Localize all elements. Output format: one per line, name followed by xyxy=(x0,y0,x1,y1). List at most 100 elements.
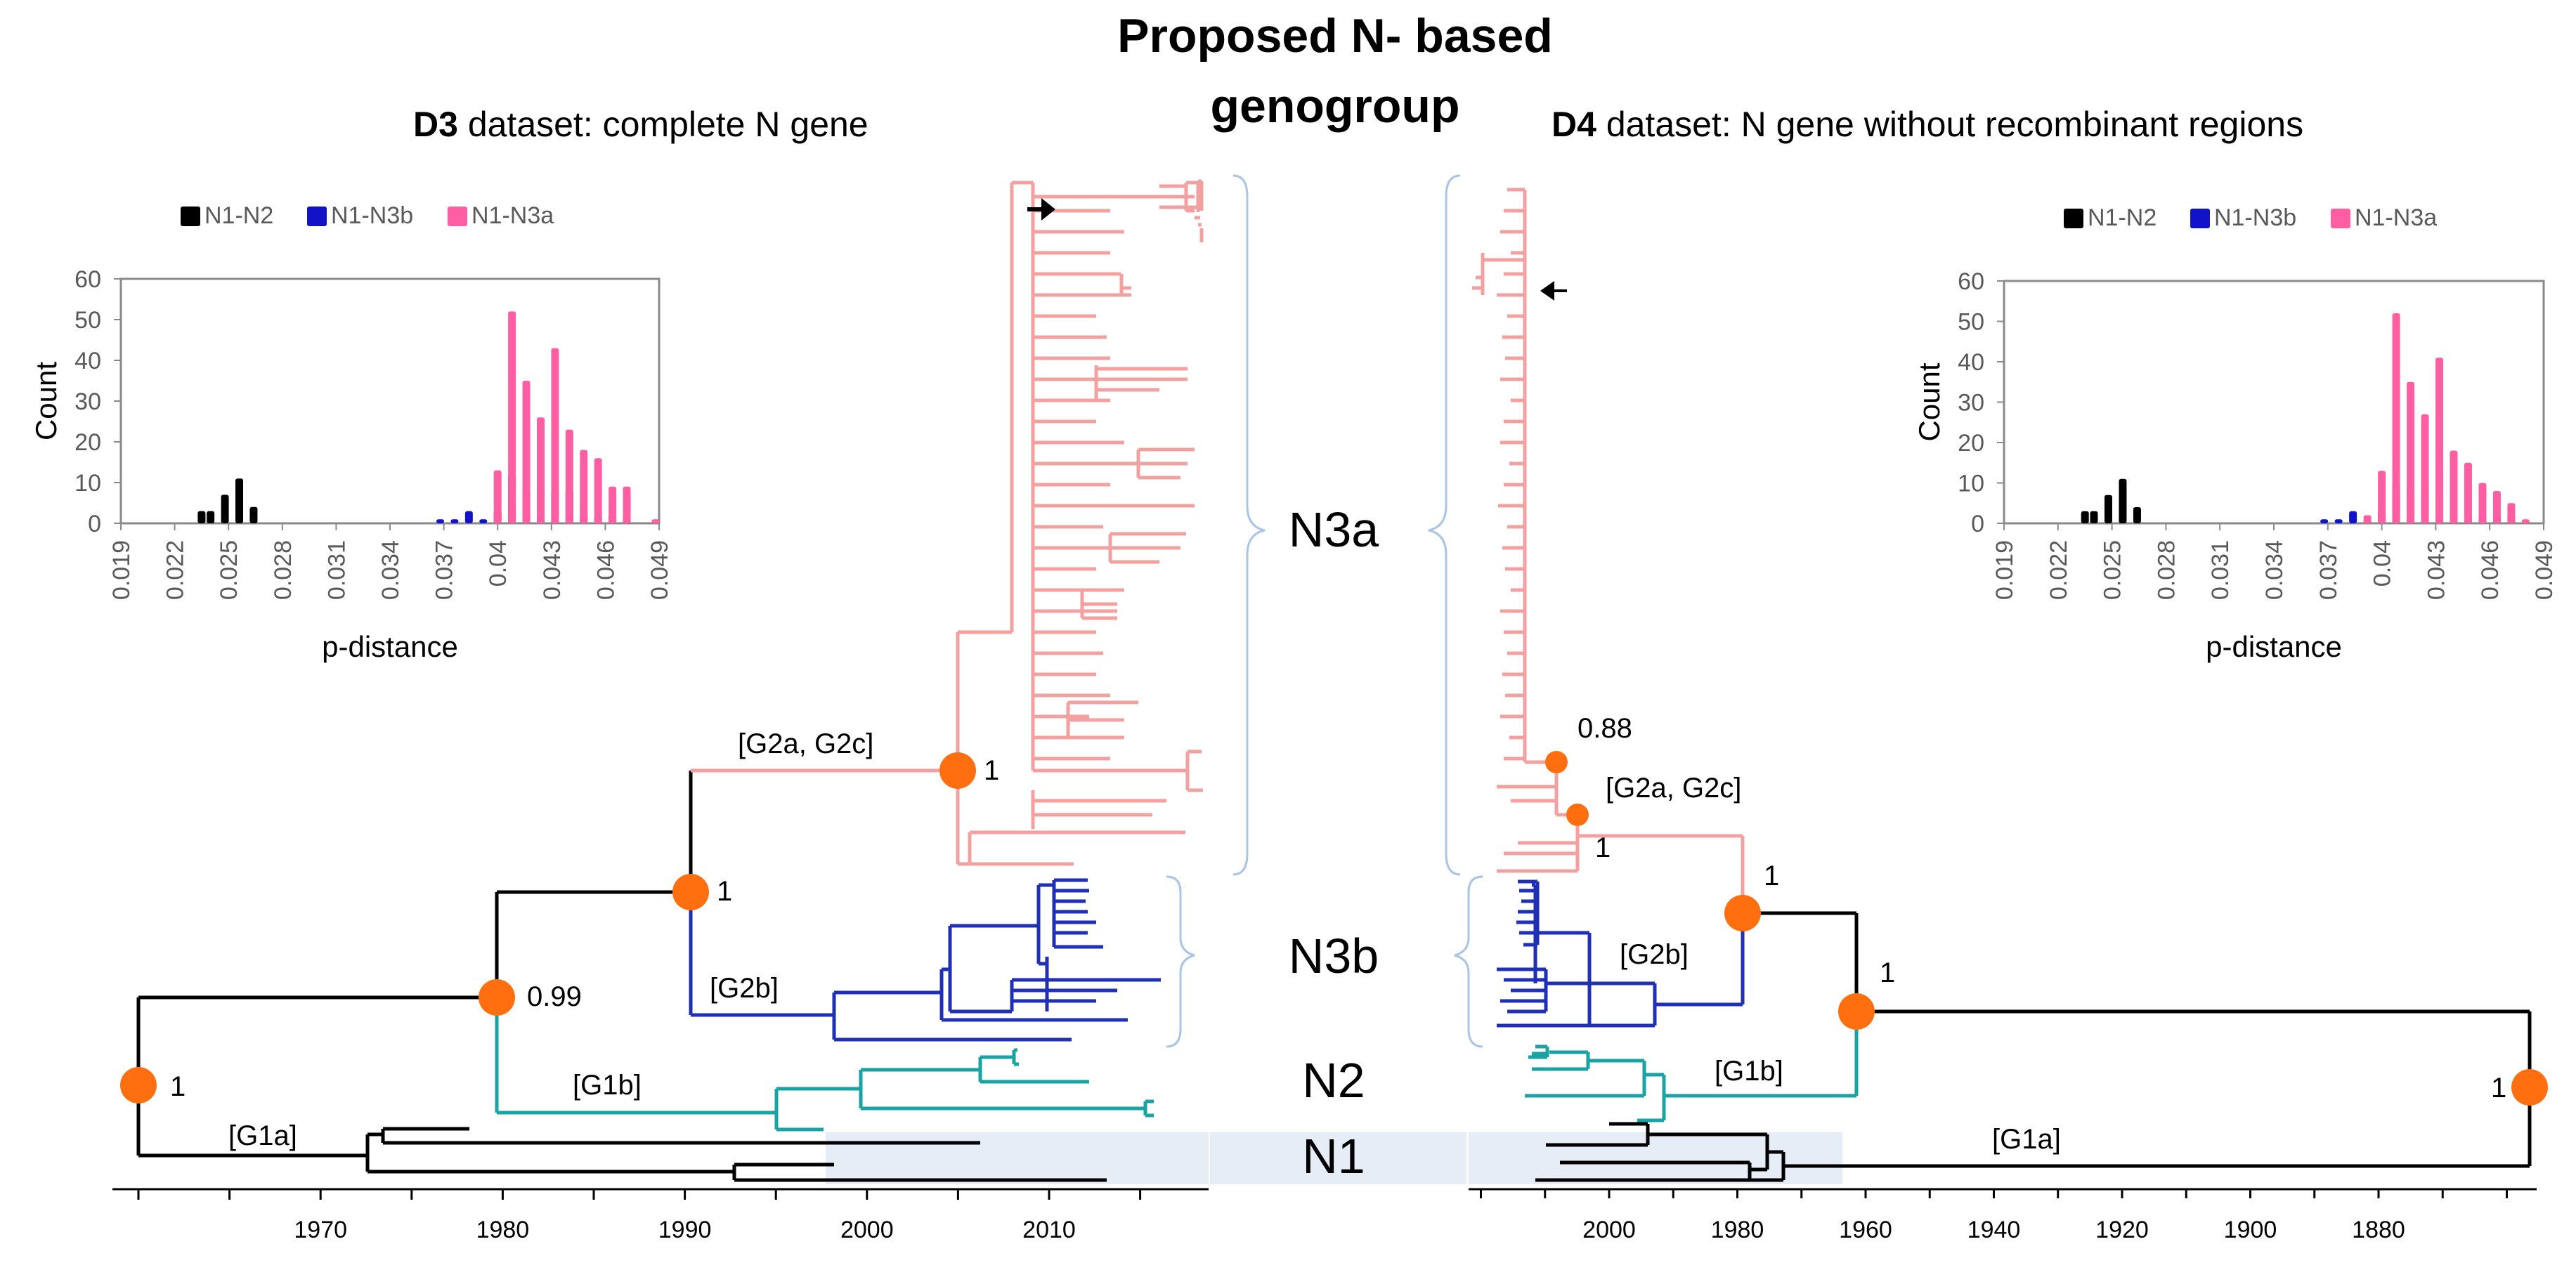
hist-ylabel: Count xyxy=(30,362,63,440)
left-tree xyxy=(136,179,1204,1182)
hist-bar xyxy=(580,450,588,523)
left-node-n3a-support: 1 xyxy=(984,755,999,786)
hist-bar xyxy=(2464,462,2472,523)
hist-ytick-label: 40 xyxy=(74,348,101,374)
hist-ytick-label: 10 xyxy=(1958,471,1984,497)
left-axis-label: 2010 xyxy=(1022,1217,1076,1243)
hist-xtick-label: 0.049 xyxy=(646,540,673,600)
hist-bar xyxy=(2320,519,2329,523)
node-right-n3 xyxy=(1724,895,1761,931)
right-clade-g2ac: [G2a, G2c] xyxy=(1606,773,1741,804)
right-backbone xyxy=(1743,911,2532,1182)
hist-bar xyxy=(2407,381,2415,523)
hist-bar xyxy=(2363,515,2372,523)
right-node-n3-support: 1 xyxy=(1764,860,1779,891)
right-axis-label: 1920 xyxy=(2095,1217,2149,1243)
right-clade-g1a: [G1a] xyxy=(1992,1124,2061,1155)
hist-ytick-label: 0 xyxy=(88,511,101,537)
legend-swatch xyxy=(307,207,327,226)
hist-bar xyxy=(207,511,215,523)
right-axis-label: 2000 xyxy=(1582,1217,1636,1243)
hist-xtick-label: 0.04 xyxy=(2369,540,2396,587)
right-clade-g2b: [G2b] xyxy=(1620,939,1689,970)
right-bracket-n3a xyxy=(1428,174,1461,876)
hist-ytick-label: 50 xyxy=(1958,309,1984,336)
node-right-ingroup xyxy=(1838,993,1875,1030)
left-n3b-clade xyxy=(689,878,1161,1042)
left-n3a-clade xyxy=(691,179,1204,866)
hist-xtick-label: 0.046 xyxy=(592,540,619,600)
right-node-ingroup-support: 1 xyxy=(1880,957,1895,988)
node-left-root xyxy=(120,1067,157,1104)
hist-xtick-label: 0.04 xyxy=(485,540,512,587)
hist-ytick-label: 20 xyxy=(74,429,101,456)
hist-bar xyxy=(2392,313,2400,523)
hist-bar xyxy=(2081,511,2089,523)
hist-ytick-label: 50 xyxy=(74,307,101,334)
left-node-099-support: 0.99 xyxy=(527,981,582,1012)
hist-xtick-label: 0.034 xyxy=(2261,540,2288,600)
node-left-099 xyxy=(479,979,515,1016)
node-right-n3a xyxy=(1566,804,1589,826)
genogroup-brackets xyxy=(1166,174,1483,1048)
hist-xtick-label: 0.043 xyxy=(539,540,566,600)
tree-labels: 1 0.99 1 1 [G2a, G2c] [G2b] [G1b] [G1a] … xyxy=(170,502,2506,1184)
right-tree xyxy=(1472,188,2532,1182)
hist-bar xyxy=(2450,450,2458,523)
hist-xtick-label: 0.022 xyxy=(162,540,189,600)
legend-swatch xyxy=(2331,209,2350,228)
right-n3a-clade xyxy=(1472,188,1745,913)
hist-xtick-label: 0.031 xyxy=(2207,540,2234,600)
hist-xtick-label: 0.037 xyxy=(2315,540,2342,600)
right-nodes xyxy=(1545,751,2548,1106)
left-clade-g1b: [G1b] xyxy=(573,1070,642,1101)
hist-bar xyxy=(2119,478,2127,523)
hist-bar xyxy=(450,519,459,523)
left-n1-clade xyxy=(136,1085,1107,1182)
legend-label: N1-N2 xyxy=(204,202,273,229)
left-axis-label: 1980 xyxy=(476,1217,530,1243)
hist-xtick-label: 0.019 xyxy=(108,540,135,600)
right-axis-label: 1940 xyxy=(1967,1217,2021,1243)
figure-title-line1: Proposed N- based xyxy=(1117,9,1553,63)
genogroup-n3a: N3a xyxy=(1289,502,1379,557)
hist-xtick-label: 0.031 xyxy=(323,540,350,600)
hist-bar xyxy=(464,511,473,523)
left-node-root-support: 1 xyxy=(170,1071,186,1102)
hist-bar xyxy=(651,519,660,523)
hist-ytick-label: 10 xyxy=(74,470,101,497)
left-n2-clade xyxy=(495,997,1154,1132)
hist-ylabel: Count xyxy=(1913,362,1946,441)
right-node-n3a-support: 1 xyxy=(1595,832,1611,863)
hist-bar xyxy=(2133,507,2141,523)
hist-ytick-label: 30 xyxy=(74,388,101,415)
legend-label: N1-N3a xyxy=(2355,204,2437,231)
right-highlight-arrow xyxy=(1540,281,1567,301)
right-n1-clade xyxy=(1535,1122,1783,1182)
hist-ytick-label: 60 xyxy=(74,266,101,293)
node-right-088 xyxy=(1545,751,1568,773)
node-right-root xyxy=(2511,1069,2548,1106)
hist-xtick-label: 0.043 xyxy=(2423,540,2450,600)
left-clade-g2b: [G2b] xyxy=(710,973,779,1004)
right-time-axis: 2000 1980 1960 1940 1920 1900 1880 xyxy=(1469,1188,2537,1243)
right-node-root-support: 1 xyxy=(2491,1073,2506,1104)
hist-xtick-label: 0.049 xyxy=(2531,540,2558,600)
hist-bar xyxy=(2435,358,2444,523)
left-clade-g1a: [G1a] xyxy=(228,1120,297,1151)
genogroup-n2: N2 xyxy=(1302,1053,1365,1108)
hist-xtick-label: 0.037 xyxy=(431,540,458,600)
right-axis-label: 1880 xyxy=(2352,1217,2405,1243)
right-dataset-title: D4 dataset: N gene without recombinant r… xyxy=(1552,104,2303,145)
hist-bar xyxy=(235,478,244,523)
hist-bar xyxy=(2521,519,2530,523)
hist-bar xyxy=(2334,519,2343,523)
hist-xlabel: p-distance xyxy=(2206,630,2342,663)
hist-bar xyxy=(493,470,502,523)
right-axis-label: 1960 xyxy=(1839,1217,1892,1243)
figure-title-line2: genogroup xyxy=(1210,79,1460,133)
right-n3b-clade xyxy=(1497,879,1745,1028)
legend-label: N1-N3b xyxy=(2214,204,2296,231)
hist-frame xyxy=(119,277,661,525)
